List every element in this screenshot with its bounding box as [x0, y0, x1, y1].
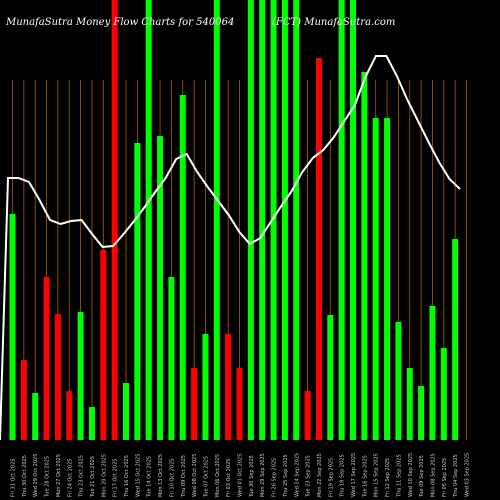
bar — [372, 118, 379, 440]
x-tick-label: Thu 09 Oct 2025 — [181, 455, 187, 498]
bar — [361, 72, 368, 440]
bar — [304, 391, 311, 440]
x-tick-label: Mon 15 Sep 2025 — [374, 453, 380, 497]
bar — [315, 58, 322, 440]
x-tick-label: Fri 17 Oct 2025 — [113, 459, 119, 497]
x-tick-label: Wed 03 Sep 2025 — [465, 453, 471, 497]
x-tick-label: Tue 16 Sep 2025 — [362, 455, 368, 498]
bar — [157, 136, 164, 440]
x-tick-label: Mon 27 Oct 2025 — [56, 454, 62, 497]
bar — [384, 118, 391, 440]
x-tick-label: Mon 29 Sep 2025 — [260, 453, 266, 497]
x-tick-label: Mon 08 Sep 2025 — [430, 453, 436, 497]
bar — [202, 334, 209, 440]
x-tick-label: Tue 28 Oct 2025 — [45, 456, 51, 498]
bar — [327, 315, 334, 440]
bar — [66, 391, 73, 440]
bar — [111, 0, 118, 440]
bar — [191, 368, 198, 440]
bar — [350, 0, 356, 440]
x-tick-label: Fri 26 Sep 2025 — [272, 458, 278, 497]
bar — [395, 322, 402, 440]
bar — [20, 360, 27, 440]
bar — [32, 393, 39, 440]
chart-title: MunafaSutra Money Flow Charts for 540064 — [6, 17, 235, 28]
x-tick-label: Wed 08 Oct 2025 — [192, 454, 198, 497]
x-tick-label: Mon 20 Oct 2025 — [101, 454, 107, 497]
bar — [134, 143, 141, 440]
x-tick-label: Thu 04 Sep 2025 — [453, 454, 459, 498]
bar — [100, 250, 107, 440]
x-tick-label: Fri 12 Sep 2025 — [385, 458, 391, 497]
x-tick-label: Thu 30 Oct 2025 — [22, 455, 28, 498]
x-tick-label: Fri 03 Oct 2025 — [226, 459, 232, 497]
bar — [54, 314, 61, 440]
bar — [123, 383, 129, 440]
x-tick-label: Fri 19 Sep 2025 — [328, 458, 334, 497]
x-tick-label: Tue 23 Sep 2025 — [306, 455, 312, 498]
bar — [9, 214, 16, 440]
bar — [225, 334, 232, 440]
bar — [247, 0, 254, 440]
series-line — [0, 55, 461, 441]
x-tick-label: Fri 31 Oct 2025 — [11, 459, 17, 497]
x-tick-label: Wed 15 Oct 2025 — [135, 454, 141, 497]
x-tick-label: Tue 30 Sep 2025 — [249, 455, 255, 498]
bar — [338, 0, 345, 440]
x-tick-label: Tue 21 Oct 2025 — [90, 456, 96, 498]
x-tick-label: Thu 18 Sep 2025 — [340, 454, 346, 498]
x-tick-label: Fri 24 Oct 2025 — [67, 459, 73, 497]
bar — [77, 312, 84, 440]
bar — [88, 407, 95, 440]
bar — [168, 277, 175, 440]
x-tick-label: Fri 10 Oct 2025 — [169, 459, 175, 497]
x-tick-label: Thu 16 Oct 2025 — [124, 455, 130, 498]
bar — [236, 368, 243, 440]
x-tick-label: Mon 06 Oct 2025 — [215, 454, 221, 497]
x-tick-label: Thu 23 Oct 2025 — [79, 455, 85, 498]
bar — [429, 306, 436, 440]
x-tick-label: Tue 07 Oct 2025 — [203, 456, 209, 498]
bar — [43, 277, 50, 440]
bar — [406, 368, 413, 440]
x-tick-label: Fri 05 Sep 2025 — [442, 458, 448, 497]
x-tick-label: Wed 29 Oct 2025 — [33, 454, 39, 497]
bar — [293, 0, 300, 440]
x-tick-label: Wed 10 Sep 2025 — [408, 453, 414, 497]
chart-subtitle: (FCT) MunafaSutra.com — [272, 17, 396, 28]
bar — [452, 239, 459, 440]
x-tick-label: Wed 01 Oct 2025 — [238, 454, 244, 497]
x-tick-label: Mon 13 Oct 2025 — [158, 454, 164, 497]
x-tick-label: Thu 11 Sep 2025 — [396, 454, 402, 498]
x-tick-label: Mon 22 Sep 2025 — [317, 453, 323, 497]
bar — [281, 0, 288, 440]
x-tick-label: Wed 17 Sep 2025 — [351, 453, 357, 497]
x-tick-label: Wed 24 Sep 2025 — [294, 453, 300, 497]
x-tick-label: Tue 14 Oct 2025 — [147, 456, 153, 498]
bar — [145, 0, 152, 440]
x-tick-label: Tue 09 Sep 2025 — [419, 455, 425, 498]
bar — [270, 0, 277, 440]
bar — [213, 0, 220, 440]
x-tick-label: Thu 25 Sep 2025 — [283, 454, 289, 498]
bar — [440, 348, 447, 440]
bar — [179, 95, 186, 440]
bar — [259, 0, 266, 440]
bar — [418, 386, 425, 440]
